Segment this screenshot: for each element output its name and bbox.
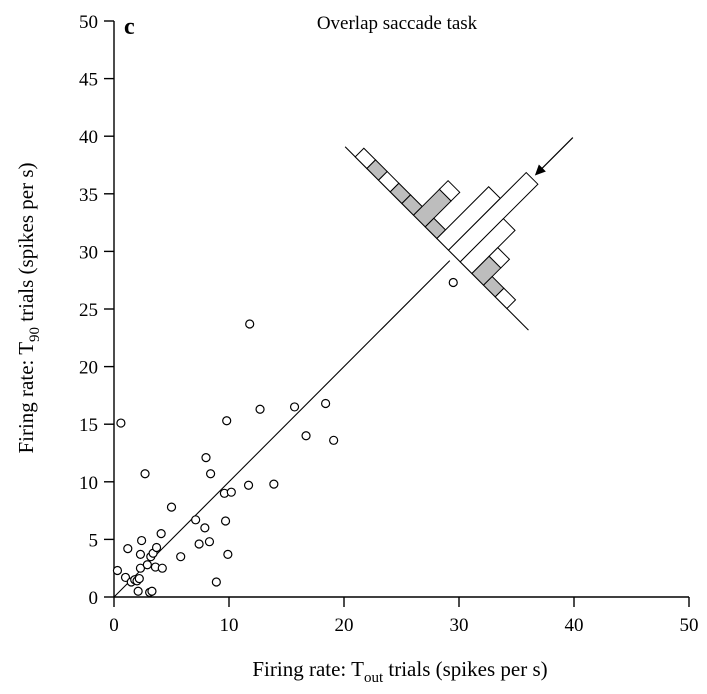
- data-point: [223, 549, 233, 559]
- chart-title: Overlap saccade task: [317, 13, 478, 34]
- mean-arrow-icon: [534, 164, 546, 176]
- y-tick-label: 30: [79, 242, 98, 263]
- y-tick-label: 25: [79, 300, 98, 321]
- data-point: [142, 560, 152, 570]
- y-tick-label: 0: [89, 588, 99, 609]
- axes: 0 5 10 15 20 25 30 35 40 45 50 0 10 20 30 40 50: [79, 12, 699, 636]
- y-tick-label: 40: [79, 127, 98, 148]
- data-point: [176, 552, 186, 562]
- data-point: [137, 535, 147, 546]
- data-point: [329, 435, 339, 445]
- data-point: [222, 416, 232, 426]
- histogram-bar-white: [459, 218, 516, 275]
- identity-line: [113, 260, 451, 598]
- histogram-bar-white: [488, 246, 511, 269]
- data-points: [112, 277, 458, 597]
- data-point: [133, 586, 143, 596]
- data-point: [200, 523, 210, 533]
- data-point: [166, 502, 177, 512]
- data-point: [269, 479, 279, 489]
- x-tick-label: 0: [109, 615, 119, 636]
- data-point: [201, 453, 211, 463]
- data-point: [112, 565, 123, 576]
- y-tick-label: 50: [79, 12, 98, 33]
- histogram-bar-white: [447, 171, 539, 263]
- y-axis-label: Firing rate: T90 trials (spikes per s): [14, 162, 43, 453]
- y-tick-label: 20: [79, 358, 98, 379]
- data-point: [226, 487, 236, 497]
- data-point: [116, 418, 126, 428]
- histogram-bar-white: [494, 287, 517, 310]
- projection-histogram: [344, 137, 574, 331]
- y-tick-label: 15: [79, 415, 98, 436]
- y-tick-label: 5: [89, 530, 99, 551]
- y-tick-label: 35: [79, 185, 98, 206]
- y-tick-label: 10: [79, 473, 98, 494]
- x-tick-label: 50: [680, 615, 699, 636]
- mean-arrow-shaft: [539, 137, 574, 171]
- data-point: [156, 529, 166, 539]
- histogram-bar-white: [438, 179, 461, 202]
- data-point: [191, 515, 201, 525]
- data-point: [321, 398, 331, 409]
- x-axis-label: Firing rate: Tout trials (spikes per s): [252, 657, 547, 686]
- data-point: [220, 516, 231, 526]
- data-point: [194, 539, 204, 549]
- data-point: [255, 404, 265, 414]
- x-tick-label: 20: [335, 615, 354, 636]
- data-point: [243, 480, 254, 490]
- data-point: [147, 586, 157, 596]
- data-point: [289, 402, 300, 412]
- data-point: [204, 537, 215, 547]
- panel-label: c: [124, 14, 135, 40]
- data-point: [151, 542, 162, 553]
- data-point: [448, 277, 458, 288]
- data-point: [135, 549, 146, 559]
- data-point: [140, 469, 150, 479]
- data-point: [245, 319, 255, 329]
- data-point: [157, 563, 167, 573]
- x-tick-label: 30: [450, 615, 469, 636]
- y-tick-label: 45: [79, 70, 98, 91]
- data-point: [206, 469, 216, 479]
- data-point: [301, 431, 311, 441]
- data-point: [211, 577, 221, 587]
- x-tick-label: 10: [220, 615, 239, 636]
- x-tick-label: 40: [565, 615, 584, 636]
- data-point: [123, 544, 133, 554]
- data-point: [134, 573, 144, 584]
